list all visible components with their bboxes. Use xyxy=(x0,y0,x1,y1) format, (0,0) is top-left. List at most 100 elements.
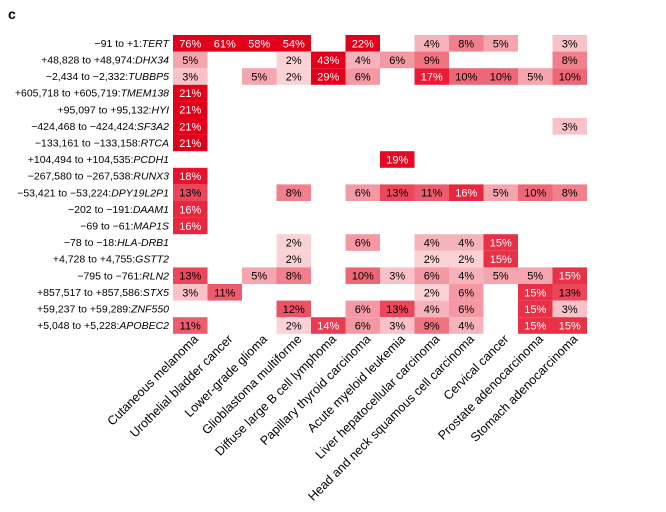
row-label: −202 to −191:DAAM1 xyxy=(68,204,169,216)
cell-label: 8% xyxy=(458,38,474,50)
cell-label: 6% xyxy=(458,304,474,316)
row-gene: PCDH1 xyxy=(133,154,169,166)
cell-label: 6% xyxy=(355,238,371,250)
cell-label: 15% xyxy=(559,271,581,283)
heatmap-cell xyxy=(207,35,242,52)
cell-label: 10% xyxy=(455,72,477,84)
row-gene: HYI xyxy=(151,104,169,116)
heatmap-cell xyxy=(449,250,484,268)
heatmap-cell xyxy=(483,250,518,268)
row-position: −91 to +1: xyxy=(94,38,141,50)
heatmap-cell xyxy=(449,300,484,318)
heatmap-cell xyxy=(173,68,208,85)
heatmap-cell xyxy=(242,35,277,52)
heatmap-cell xyxy=(276,317,311,334)
cell-label: 4% xyxy=(424,304,440,316)
cell-label: 2% xyxy=(424,287,440,299)
cell-label: 2% xyxy=(458,254,474,266)
cell-label: 13% xyxy=(559,287,581,299)
row-position: +5,048 to +5,228: xyxy=(37,320,119,332)
cell-label: 13% xyxy=(386,188,408,200)
cell-label: 17% xyxy=(421,72,443,84)
row-position: +104,494 to +104,535: xyxy=(28,154,134,166)
cell-label: 3% xyxy=(562,38,578,50)
heatmap-cell xyxy=(173,317,208,334)
cell-label: 21% xyxy=(179,88,201,100)
row-label: −133,161 to −133,158:RTCA xyxy=(35,138,169,150)
row-label: −53,421 to −53,224:DPY19L2P1 xyxy=(17,187,169,199)
cell-label: 15% xyxy=(559,321,581,333)
heatmap-cell xyxy=(173,284,208,301)
heatmap-cell xyxy=(276,35,311,52)
cell-label: 3% xyxy=(562,304,578,316)
heatmap-cell xyxy=(173,134,208,152)
cell-label: 6% xyxy=(355,188,371,200)
heatmap-cell xyxy=(449,234,484,251)
cell-label: 3% xyxy=(389,271,405,283)
heatmap-cell xyxy=(173,217,208,235)
heatmap-cell xyxy=(414,234,449,251)
cell-label: 16% xyxy=(179,221,201,233)
cell-label: 8% xyxy=(562,55,578,67)
row-label: −91 to +1:TERT xyxy=(94,38,170,50)
row-label: +59,237 to +59,289:ZNF550 xyxy=(37,304,169,316)
row-gene: DHX34 xyxy=(135,55,169,67)
heatmap-cell xyxy=(483,35,518,52)
cell-label: 5% xyxy=(527,72,543,84)
cell-label: 76% xyxy=(179,38,201,50)
cell-label: 5% xyxy=(251,271,267,283)
row-gene: RLN2 xyxy=(142,270,169,282)
row-label: +857,517 to +857,586:STX5 xyxy=(37,287,169,299)
heatmap-cell xyxy=(242,68,277,85)
heatmap-cell xyxy=(518,317,553,334)
cell-label: 5% xyxy=(493,271,509,283)
heatmap-cell xyxy=(380,184,415,201)
row-label: −795 to −761:RLN2 xyxy=(77,270,169,282)
cell-label: 29% xyxy=(317,72,339,84)
heatmap-cell xyxy=(483,184,518,201)
row-position: −267,580 to −267,538: xyxy=(28,171,134,183)
row-gene: DAAM1 xyxy=(133,204,169,216)
heatmap-cell xyxy=(552,35,587,52)
heatmap-cell xyxy=(483,234,518,251)
heatmap-cell xyxy=(414,68,449,85)
heatmap-cell xyxy=(345,35,380,52)
heatmap-cell xyxy=(345,300,380,318)
cell-label: 9% xyxy=(424,55,440,67)
heatmap-cell xyxy=(414,184,449,201)
row-label: +48,828 to +48,974:DHX34 xyxy=(41,55,169,67)
heatmap-cell xyxy=(449,68,484,85)
cell-label: 2% xyxy=(424,254,440,266)
row-gene: STX5 xyxy=(143,287,169,299)
heatmap-cell xyxy=(518,68,553,85)
cell-label: 15% xyxy=(490,254,512,266)
heatmap-cell xyxy=(276,250,311,268)
cell-label: 22% xyxy=(352,38,374,50)
row-gene: HLA-DRB1 xyxy=(117,237,169,249)
row-position: +4,728 to +4,755: xyxy=(53,254,135,266)
cell-label: 2% xyxy=(286,254,302,266)
cell-label: 5% xyxy=(527,271,543,283)
cell-label: 11% xyxy=(214,287,235,299)
heatmap-cell xyxy=(173,201,208,218)
heatmap-cell xyxy=(173,51,208,69)
heatmap-cell xyxy=(552,68,587,85)
heatmap-cell xyxy=(552,118,587,135)
row-position: −202 to −191: xyxy=(68,204,133,216)
heatmap-cell xyxy=(276,234,311,251)
cell-label: 4% xyxy=(424,38,440,50)
heatmap-cell xyxy=(552,300,587,318)
cell-label: 54% xyxy=(283,38,305,50)
heatmap-cell xyxy=(552,51,587,69)
heatmap-cell xyxy=(449,267,484,284)
heatmap-cell xyxy=(518,284,553,301)
heatmap-cell xyxy=(173,167,208,185)
cell-label: 3% xyxy=(562,121,578,133)
cell-label: 3% xyxy=(389,321,405,333)
heatmap-cell xyxy=(414,317,449,334)
heatmap-cell xyxy=(345,184,380,201)
panel-label: c xyxy=(8,6,16,22)
heatmap-cell xyxy=(276,51,311,69)
heatmap-cell xyxy=(449,284,484,301)
heatmap-cell xyxy=(552,267,587,284)
